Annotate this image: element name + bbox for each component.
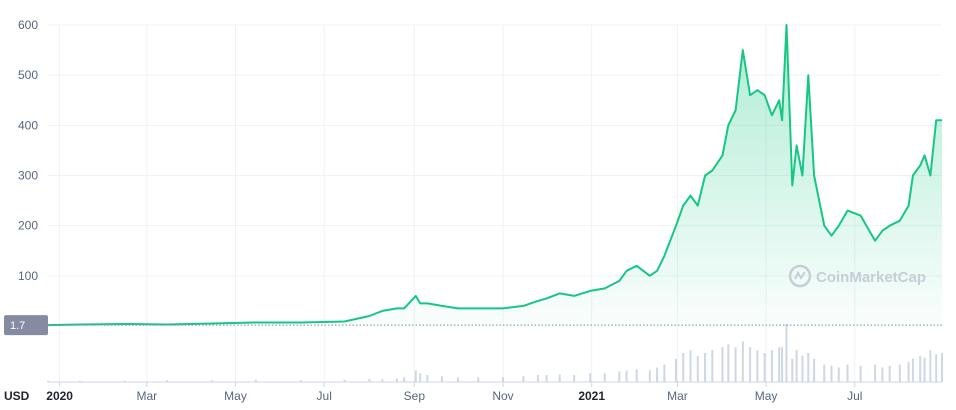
volume-bar <box>589 373 592 382</box>
volume-bar <box>211 380 214 382</box>
volume-bar <box>795 350 798 382</box>
x-tick-label: Mar <box>137 389 158 403</box>
volume-bar <box>785 324 788 382</box>
volume-bar <box>689 350 692 382</box>
volume-bar <box>501 377 504 382</box>
volume-bar <box>941 353 943 382</box>
x-tick-label: May <box>224 389 247 403</box>
volume-bar <box>721 347 724 382</box>
watermark: CoinMarketCap <box>788 264 926 288</box>
volume-bar <box>846 364 849 382</box>
volume-bar <box>727 344 730 382</box>
x-tick-label: 2020 <box>46 389 73 403</box>
volume-bar <box>711 350 714 382</box>
x-tick-label: Jul <box>317 389 332 403</box>
volume-bar <box>874 364 877 382</box>
y-tick-label: 300 <box>18 169 38 183</box>
x-tick-label: Nov <box>492 389 513 403</box>
y-tick-label: 500 <box>18 68 38 82</box>
volume-bar <box>648 370 651 382</box>
volume-bar <box>929 350 932 382</box>
volume-bar <box>801 355 804 382</box>
y-tick-label: 600 <box>18 18 38 32</box>
volume-bar <box>440 376 443 382</box>
volume-bar <box>78 380 81 382</box>
volume-bar <box>395 378 398 382</box>
currency-label: USD <box>4 389 30 403</box>
volume-bar <box>47 380 49 382</box>
volume-bar <box>381 379 384 382</box>
volume-bar <box>778 347 781 382</box>
watermark-text: CoinMarketCap <box>816 269 926 286</box>
volume-bar <box>414 370 417 382</box>
volume-bar <box>756 350 759 382</box>
volume-bar <box>749 347 752 382</box>
x-tick-label: Sep <box>404 389 426 403</box>
volume-bar <box>663 364 666 382</box>
volume-bar <box>807 353 810 382</box>
volume-bar <box>343 379 346 382</box>
x-tick-label: May <box>755 389 778 403</box>
x-axis: 2020 Mar May Jul Sep Nov 2021 Mar May Jul <box>46 382 862 403</box>
volume-bar <box>859 365 862 382</box>
volume-bar <box>403 377 406 382</box>
volume-bar <box>558 374 561 382</box>
volume-bars <box>47 324 943 382</box>
y-axis: 100 200 300 400 500 600 <box>18 18 38 283</box>
volume-bar <box>625 370 628 382</box>
volume-bar <box>299 380 302 382</box>
baseline-badge: 1.7 <box>4 315 48 336</box>
volume-bar <box>837 367 840 382</box>
volume-bar <box>368 379 371 382</box>
y-tick-label: 100 <box>18 269 38 283</box>
volume-bar <box>545 375 548 382</box>
volume-bar <box>124 380 127 382</box>
volume-bar <box>830 365 833 382</box>
volume-bar <box>935 354 938 382</box>
coinmarketcap-logo-icon <box>788 264 812 288</box>
volume-bar <box>426 375 429 382</box>
y-tick-label: 400 <box>18 118 38 132</box>
volume-bar <box>573 375 576 382</box>
x-tick-label: 2021 <box>578 389 605 403</box>
volume-bar <box>888 365 891 382</box>
volume-bar <box>823 364 826 382</box>
volume-bar <box>166 380 169 382</box>
volume-bar <box>911 358 914 382</box>
volume-bar <box>618 371 621 382</box>
volume-bar <box>477 377 480 382</box>
volume-bar <box>635 369 638 382</box>
volume-bar <box>674 358 677 382</box>
volume-bar <box>741 341 744 382</box>
volume-bar <box>919 355 922 382</box>
volume-bar <box>734 347 737 382</box>
volume-bar <box>603 373 606 382</box>
y-tick-label: 200 <box>18 219 38 233</box>
volume-bar <box>419 373 422 382</box>
volume-bar <box>763 353 766 382</box>
volume-bar <box>881 367 884 382</box>
volume-bar <box>656 367 659 382</box>
x-tick-label: Jul <box>847 389 862 403</box>
baseline-badge-text: 1.7 <box>10 320 25 332</box>
volume-bar <box>898 364 901 382</box>
x-tick-label: Mar <box>667 389 688 403</box>
price-line <box>47 24 942 327</box>
volume-bar <box>813 358 816 382</box>
volume-bar <box>923 357 926 382</box>
volume-bar <box>682 353 685 382</box>
volume-bar <box>696 355 699 382</box>
volume-bar <box>907 361 910 382</box>
price-area-fill <box>48 25 942 326</box>
volume-bar <box>791 358 794 382</box>
volume-bar <box>704 353 707 382</box>
volume-bar <box>781 347 784 382</box>
volume-bar <box>456 377 459 382</box>
volume-bar <box>770 350 773 382</box>
volume-bar <box>522 376 525 382</box>
volume-bar <box>536 375 539 382</box>
volume-bar <box>254 379 257 382</box>
